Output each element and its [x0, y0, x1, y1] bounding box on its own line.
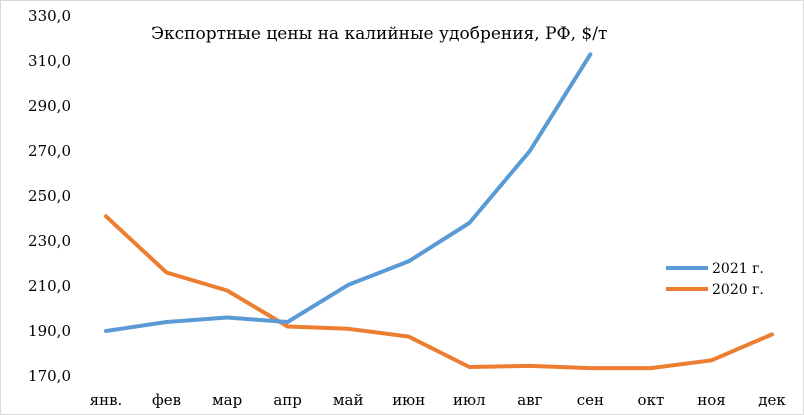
data-point [165, 320, 169, 324]
data-point [407, 335, 411, 339]
x-tick-label: июл [453, 391, 486, 409]
x-tick-label: апр [273, 391, 302, 409]
y-axis: 170,0 190,0 210,0 230,0 250,0 270,0 290,0 310,0… [28, 7, 71, 385]
data-point [407, 259, 411, 263]
y-tick-label: 210,0 [28, 277, 71, 295]
data-point [770, 332, 774, 336]
data-point [286, 320, 290, 324]
legend-label: 2021 г. [712, 261, 764, 277]
series-line-1 [104, 214, 774, 371]
x-tick-label: май [333, 391, 364, 409]
data-point [467, 365, 471, 369]
x-tick-label: дек [758, 391, 786, 409]
y-tick-label: 170,0 [28, 367, 71, 385]
data-point [225, 289, 229, 292]
legend: 2021 г. 2020 г. [666, 261, 764, 298]
x-tick-label: фев [152, 391, 181, 409]
y-tick-label: 270,0 [28, 142, 71, 160]
data-point [346, 283, 350, 287]
chart-title: Экспортные цены на калийные удобрения, Р… [151, 24, 607, 44]
data-point [588, 366, 592, 370]
x-tick-label: окт [638, 391, 665, 409]
y-tick-label: 290,0 [28, 97, 71, 115]
y-tick-label: 310,0 [28, 52, 71, 70]
series-layer [104, 52, 774, 371]
y-tick-label: 250,0 [28, 187, 71, 205]
y-tick-label: 330,0 [28, 7, 71, 25]
x-tick-label: ноя [697, 391, 726, 409]
data-point [346, 327, 350, 331]
x-tick-label: июн [392, 391, 425, 409]
x-axis: янв. фев мар апр май июн июл авг сен окт ноя дек [90, 391, 787, 409]
legend-label: 2020 г. [712, 282, 764, 298]
x-tick-label: янв. [90, 391, 123, 409]
data-point [528, 149, 532, 153]
data-point [165, 271, 169, 274]
data-point [467, 221, 471, 225]
data-point [286, 325, 290, 328]
x-tick-label: мар [212, 391, 242, 409]
data-point [104, 214, 108, 218]
data-point [104, 329, 108, 333]
data-point [709, 358, 713, 362]
data-point [528, 364, 532, 368]
data-point [649, 366, 653, 370]
y-tick-label: 230,0 [28, 232, 71, 250]
x-tick-label: авг [517, 391, 542, 409]
series-line-0 [104, 52, 593, 333]
x-tick-label: сен [577, 391, 604, 409]
data-point [588, 52, 592, 56]
data-point [225, 316, 229, 319]
y-tick-label: 190,0 [28, 322, 71, 340]
